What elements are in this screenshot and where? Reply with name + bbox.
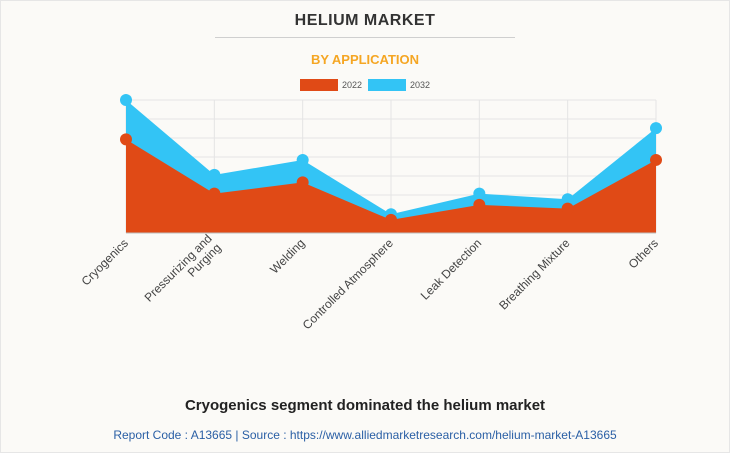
series-area-2022 (126, 139, 656, 233)
x-tick-label: Others (626, 236, 661, 271)
title-divider (215, 37, 515, 38)
legend-label-2022: 2022 (341, 80, 362, 90)
data-point-2022 (561, 202, 574, 215)
data-point-2022 (208, 187, 221, 200)
legend-item-2032: 2032 (368, 79, 430, 91)
report-footer: Report Code : A13665 | Source : https://… (113, 428, 617, 442)
x-tick-label: Leak Detection (418, 236, 485, 303)
x-tick-label: Breathing Mixture (496, 236, 573, 313)
x-tick-label: Welding (267, 236, 307, 276)
legend-label-2032: 2032 (410, 80, 431, 90)
chart-caption: Cryogenics segment dominated the helium … (184, 397, 546, 414)
data-point-2032 (650, 122, 662, 135)
data-point-2032 (208, 168, 221, 181)
data-point-2032 (473, 187, 486, 200)
x-tick-label-line: Others (626, 236, 661, 271)
x-tick-label-line: Controlled Atmosphere (300, 236, 396, 332)
legend-swatch-2032 (368, 79, 406, 91)
x-tick-label-line: Welding (267, 236, 307, 276)
x-tick-label: Cryogenics (79, 236, 131, 288)
data-point-2032 (120, 94, 132, 106)
data-point-2022 (650, 153, 662, 166)
legend-swatch-2022 (299, 79, 338, 91)
data-point-2032 (561, 193, 574, 206)
x-tick-label: Controlled Atmosphere (300, 236, 396, 332)
data-point-2022 (296, 176, 309, 189)
data-point-2032 (296, 153, 309, 166)
data-point-2022 (473, 198, 486, 211)
chart-subtitle: BY APPLICATION (310, 52, 420, 67)
x-tick-label: Pressurizing andPurging (142, 231, 224, 313)
x-tick-label-line: Leak Detection (418, 236, 485, 303)
x-tick-label-line: Breathing Mixture (496, 236, 573, 313)
data-point-2022 (120, 133, 132, 146)
legend-item-2022: 2022 (299, 79, 362, 91)
x-tick-label-line: Cryogenics (79, 236, 131, 288)
chart-legend: 2022 2032 (0, 79, 730, 91)
chart-title: HELIUM MARKET (294, 12, 436, 29)
data-point-2022 (385, 213, 397, 226)
